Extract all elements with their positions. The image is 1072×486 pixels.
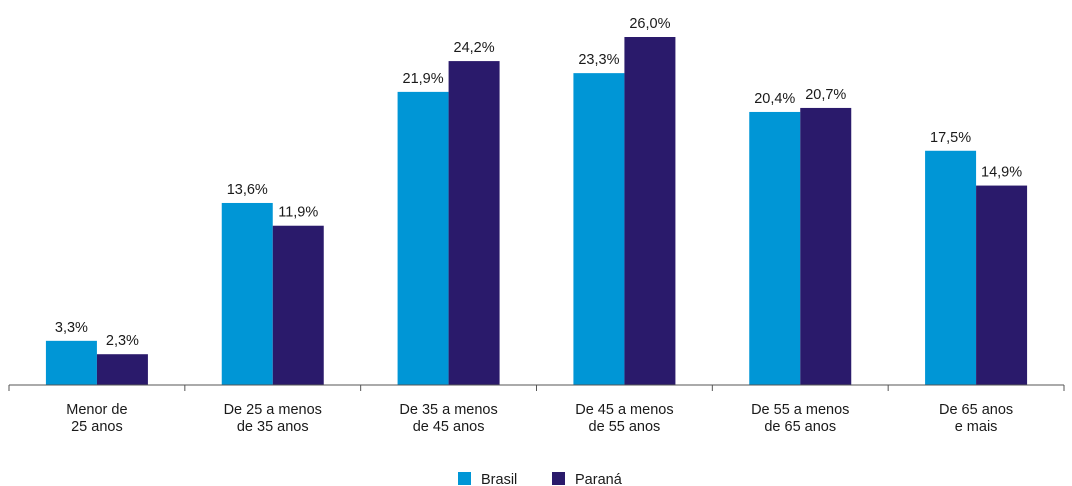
category-label: de 45 anos (413, 419, 485, 435)
category-label: de 65 anos (764, 419, 836, 435)
legend-swatch-brasil (458, 472, 471, 485)
category-label: e mais (955, 419, 998, 435)
legend-swatch-paran- (552, 472, 565, 485)
x-axis-ticks (8, 385, 1065, 391)
category-label: de 35 anos (237, 419, 309, 435)
bar-brasil-2 (397, 91, 449, 385)
bar-paran--2 (448, 61, 500, 385)
data-label: 20,7% (805, 87, 846, 103)
bar-brasil-3 (573, 73, 625, 385)
category-label: De 65 anos (939, 402, 1013, 418)
legend: Brasil Paraná (458, 472, 623, 486)
category-label: de 55 anos (589, 419, 661, 435)
category-label: 25 anos (71, 419, 123, 435)
bar-paran--0 (96, 354, 148, 385)
bar-brasil-1 (221, 202, 273, 385)
legend-label: Brasil (481, 472, 517, 486)
data-label: 21,9% (403, 71, 444, 87)
category-label: De 35 a menos (399, 402, 497, 418)
bars-layer (45, 37, 1028, 385)
data-label: 3,3% (55, 320, 88, 336)
legend-label: Paraná (575, 472, 623, 486)
category-label: De 55 a menos (751, 402, 849, 418)
data-label: 26,0% (629, 16, 670, 32)
data-label: 17,5% (930, 130, 971, 146)
data-label: 11,9% (278, 205, 318, 221)
bar-labels-layer: 3,3% 2,3% 13,6% 11,9% 21,9% 24,2% 23,3% 26,0% 20… (55, 16, 1022, 349)
data-label: 23,3% (578, 52, 619, 68)
data-label: 24,2% (454, 40, 495, 56)
bar-paran--5 (976, 185, 1028, 385)
bar-brasil-4 (749, 111, 801, 385)
bar-brasil-0 (45, 340, 97, 385)
data-label: 13,6% (227, 182, 268, 198)
bar-paran--3 (624, 37, 676, 385)
data-label: 14,9% (981, 165, 1022, 181)
bar-paran--1 (272, 225, 324, 385)
data-label: 2,3% (106, 333, 139, 349)
data-label: 20,4% (754, 91, 795, 107)
category-label: De 25 a menos (224, 402, 322, 418)
category-label: Menor de (66, 402, 127, 418)
bar-paran--4 (800, 107, 852, 385)
category-label: De 45 a menos (575, 402, 673, 418)
bar-brasil-5 (925, 150, 977, 385)
